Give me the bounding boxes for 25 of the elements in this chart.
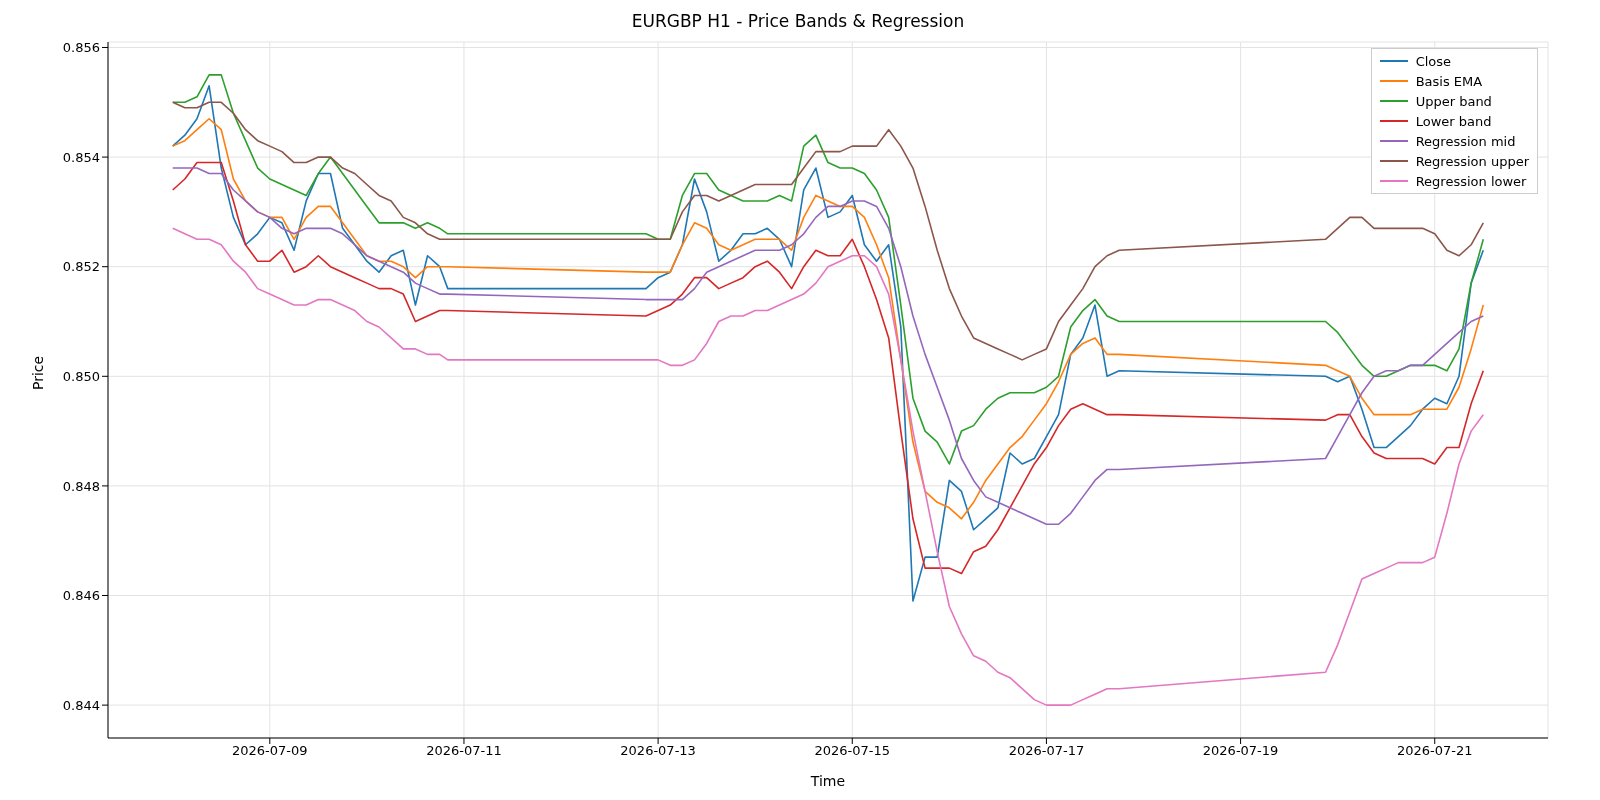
- y-tick-label: 0.846: [62, 588, 100, 604]
- legend-label: Regression mid: [1415, 133, 1516, 149]
- legend-label: Regression upper: [1415, 153, 1529, 169]
- x-tick-label: 2026-07-15: [814, 743, 891, 759]
- legend-label: Lower band: [1415, 113, 1492, 129]
- y-tick-label: 0.856: [62, 40, 100, 56]
- y-tick-label: 0.852: [62, 259, 100, 275]
- x-tick-label: 2026-07-11: [426, 743, 502, 759]
- legend-label: Upper band: [1415, 93, 1492, 109]
- x-tick-label: 2026-07-09: [232, 743, 308, 759]
- legend-label: Regression lower: [1415, 173, 1527, 189]
- x-tick-label: 2026-07-21: [1396, 743, 1473, 759]
- legend-label: Close: [1415, 53, 1452, 69]
- y-axis-title: Price: [29, 355, 46, 390]
- y-tick-label: 0.844: [62, 697, 100, 713]
- y-tick-label: 0.848: [62, 478, 100, 494]
- x-tick-label: 2026-07-19: [1202, 743, 1279, 759]
- x-axis-title: Time: [809, 773, 846, 789]
- line-series: [171, 227, 1485, 706]
- legend-label: Basis EMA: [1415, 73, 1483, 89]
- x-tick-label: 2026-07-13: [620, 743, 696, 759]
- x-tick-label: 2026-07-17: [1008, 743, 1085, 759]
- y-tick-label: 0.850: [62, 368, 100, 384]
- y-tick-label: 0.854: [62, 149, 100, 165]
- chart-title: EURGBP H1 - Price Bands & Regression: [630, 10, 966, 33]
